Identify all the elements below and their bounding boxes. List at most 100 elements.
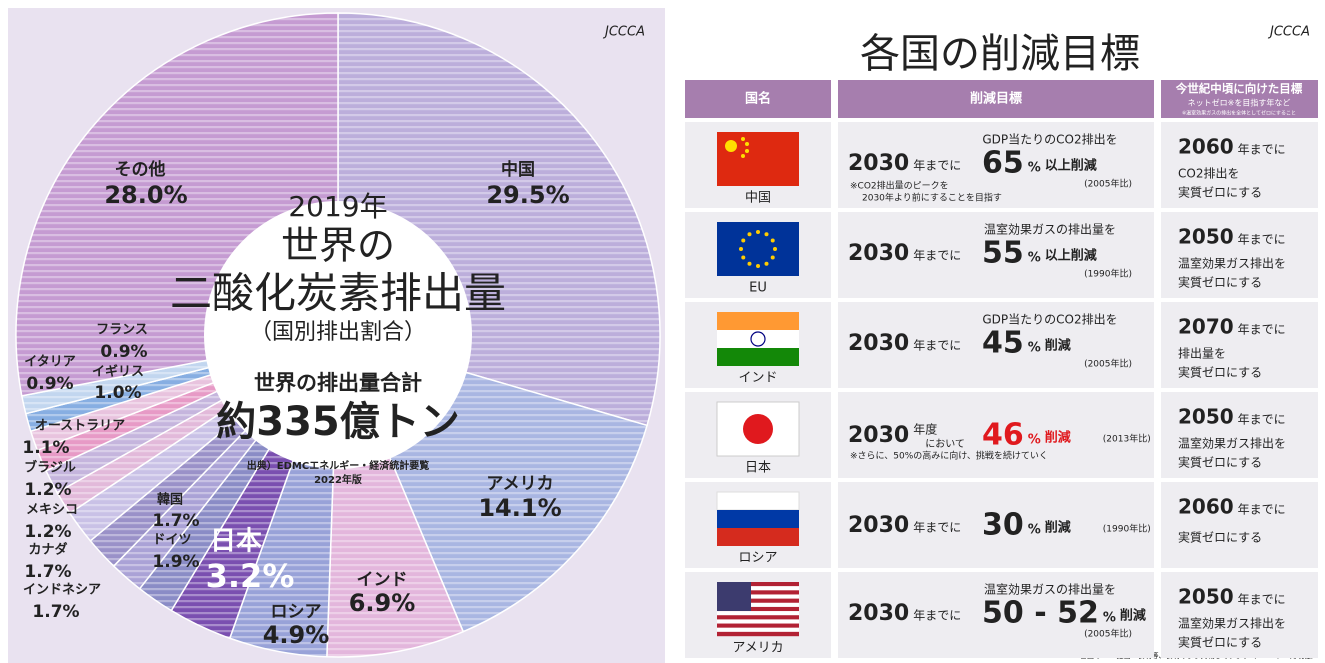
cell [838, 302, 1154, 388]
slice-label: イタリア [24, 355, 75, 370]
flag [717, 528, 799, 546]
target-base: (1990年比) [1084, 268, 1132, 280]
flag [717, 586, 799, 591]
flag [717, 132, 799, 186]
target-unit: % [1028, 161, 1041, 176]
header-cell [1161, 80, 1318, 118]
target-suffix: 年までに [913, 521, 961, 535]
flag [717, 590, 799, 595]
header: 国名 [745, 91, 771, 107]
goal-year: 2050 [1178, 405, 1234, 429]
target-year: 2030 [848, 331, 909, 356]
goal-line: 実質ゼロにする [1178, 365, 1262, 380]
header-note: ※温室効果ガスの排出を全体としてゼロにすること [1182, 110, 1296, 117]
target-note: ※さらに、50%の高みに向け、挑戦を続けていく [850, 450, 1048, 462]
goal-line: CO2排出を [1178, 167, 1239, 181]
flag-star [770, 255, 775, 260]
target-base: (2013年比) [1103, 433, 1151, 445]
flag-star [756, 264, 760, 268]
center-text: 二酸化炭素排出量 [170, 269, 506, 318]
target-base: (2005年比) [1084, 178, 1132, 190]
header-note: ネットゼロ※を目指す年など [1188, 98, 1291, 108]
slice-value: 1.2% [24, 480, 71, 500]
donut-hole [204, 201, 472, 469]
goal-suffix: 年までに [1238, 413, 1286, 427]
slice-value: 1.7% [32, 602, 79, 622]
flag [717, 312, 799, 330]
center-text: 約335億トン [216, 399, 460, 445]
flag-canton [717, 582, 751, 611]
target-amount: 55 [982, 236, 1024, 271]
country: 中国 [745, 191, 771, 206]
cell [838, 392, 1154, 478]
flag-star [764, 261, 769, 266]
goal-suffix: 年までに [1238, 593, 1286, 607]
logo: JCCCA [602, 25, 645, 40]
target-suffix: 年までに [913, 249, 961, 263]
target-base: (1990年比) [1103, 523, 1151, 535]
flag-star [741, 255, 746, 260]
slice-label: インド [357, 570, 408, 590]
flag-star [745, 149, 749, 153]
target-year: 2030 [848, 513, 909, 538]
target-lead: GDP当たりのCO2排出を [982, 313, 1117, 327]
target-unit: % [1103, 611, 1116, 626]
slice-value: 4.9% [263, 621, 330, 649]
target-unit: % [1028, 341, 1041, 356]
cell [1161, 392, 1318, 478]
target-amount: 30 [982, 508, 1024, 543]
slice-label: ドイツ [152, 533, 191, 548]
goal-line: 実質ゼロにする [1178, 275, 1262, 290]
cell [1161, 212, 1318, 298]
flag [717, 598, 799, 603]
flag-star [739, 247, 743, 251]
flag [717, 623, 799, 628]
slice-value: 1.1% [22, 438, 69, 458]
country: EU [749, 281, 767, 296]
flag-star [725, 140, 737, 152]
center-text: 出典）EDMCエネルギー・経済統計要覧 [247, 459, 429, 472]
target-amount: 45 [982, 326, 1024, 361]
slice-value: 0.9% [100, 342, 147, 362]
country: アメリカ [732, 641, 783, 656]
target-note: ※CO2排出量のピークを [850, 180, 949, 192]
target-suffix: 年までに [913, 159, 961, 173]
target-action: 削減 [1045, 520, 1071, 536]
target-suffix: 年までに [913, 339, 961, 353]
slice-label: オーストラリア [35, 419, 125, 434]
logo: JCCCA [1267, 25, 1310, 40]
slice-value: 29.5% [486, 181, 569, 209]
slice-label: その他 [115, 159, 166, 180]
target-lead: GDP当たりのCO2排出を [982, 133, 1117, 147]
target-suffix: 年度 [913, 422, 937, 437]
flag [716, 491, 800, 511]
flag [717, 627, 799, 633]
target-amount: 50 - 52 [982, 596, 1099, 631]
header-cell [838, 80, 1154, 118]
target-unit: % [1028, 433, 1041, 448]
donut [15, 12, 661, 658]
slice-label: 日本 [210, 527, 262, 557]
target-amount: 65 [982, 146, 1024, 181]
flag-star [764, 232, 769, 237]
flag-star [756, 230, 760, 234]
flag [717, 619, 799, 624]
center-text: 世界の [281, 224, 395, 268]
target-year: 2030 [848, 151, 909, 176]
target-year: 2030 [848, 423, 909, 448]
flag [717, 611, 799, 616]
slice-value: 0.9% [26, 374, 73, 394]
flag-wheel [750, 331, 766, 347]
slice-label: 中国 [501, 159, 535, 180]
flag-star [770, 238, 775, 243]
target-year: 2030 [848, 601, 909, 626]
slice-value: 6.9% [349, 589, 416, 617]
target-unit: % [1028, 523, 1041, 538]
target-lead: 温室効果ガスの排出量を [984, 222, 1116, 237]
flag-star [747, 232, 752, 237]
flag [717, 631, 799, 637]
target-year: 2030 [848, 241, 909, 266]
flag [717, 330, 799, 348]
slice-label: ロシア [271, 602, 322, 622]
slice-value: 3.2% [206, 557, 295, 595]
